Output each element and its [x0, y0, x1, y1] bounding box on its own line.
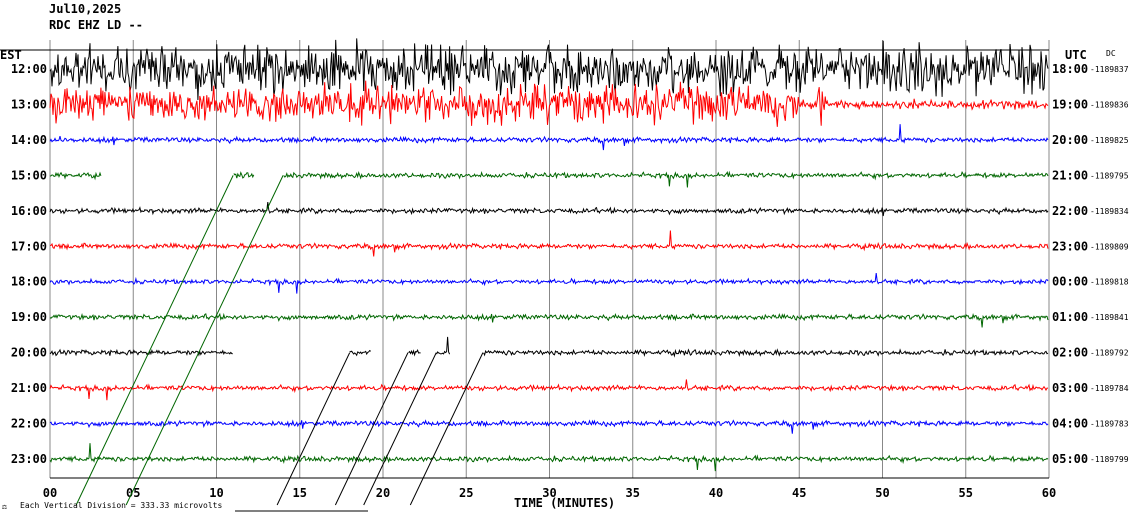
dc-offset-label: -1189799 [1090, 455, 1129, 464]
header-date: Jul10,2025 [49, 2, 122, 16]
utc-hour-label: 22:00 [1052, 204, 1088, 218]
dc-offset-label: -1189841 [1090, 313, 1129, 322]
x-axis-title: TIME (MINUTES) [514, 496, 616, 510]
est-hour-label: 22:00 [11, 417, 47, 431]
gap-connector [75, 175, 234, 506]
trace-2100 [49, 379, 1048, 401]
trace-1800 [49, 273, 1049, 294]
dc-offset-label: -1189834 [1090, 207, 1129, 216]
est-axis-label: EST [0, 48, 22, 62]
est-hour-label: 16:00 [11, 204, 47, 218]
utc-hour-label: 20:00 [1052, 133, 1088, 147]
utc-hour-label: 04:00 [1052, 417, 1088, 431]
trace-group [49, 38, 1049, 472]
gap-connector [334, 352, 409, 506]
x-tick-label: 55 [959, 486, 973, 500]
trace-2300 [49, 443, 1049, 472]
est-hour-label: 13:00 [11, 97, 47, 111]
utc-hour-label: 05:00 [1052, 452, 1088, 466]
x-tick-label: 35 [626, 486, 640, 500]
dc-offset-label: -1189783 [1090, 420, 1129, 429]
trace-1500 [49, 170, 1049, 188]
x-tick-label: 15 [293, 486, 307, 500]
gap-connector [409, 352, 484, 506]
utc-hour-label: 18:00 [1052, 62, 1088, 76]
trace-1300 [49, 80, 1049, 127]
x-tick-label: 05 [126, 486, 140, 500]
trace-1200 [49, 38, 1049, 101]
dc-offset-label: -1189818 [1090, 278, 1129, 287]
gap-connector [363, 352, 437, 506]
trace-2200 [49, 419, 1049, 434]
dc-offset-label: -1189792 [1090, 349, 1129, 358]
x-tick-label: 40 [709, 486, 723, 500]
gap-connector [125, 175, 284, 506]
est-hour-label: 14:00 [11, 133, 47, 147]
est-hour-label: 18:00 [11, 275, 47, 289]
dc-offset-label: -1189837 [1090, 65, 1129, 74]
dc-offset-label: -1189784 [1090, 384, 1129, 393]
trace-1400 [49, 124, 1049, 151]
utc-axis-label: UTC [1065, 48, 1087, 62]
utc-hour-label: 23:00 [1052, 239, 1088, 253]
trace-1700 [49, 230, 1049, 257]
x-tick-label: 20 [376, 486, 390, 500]
x-tick-label: 00 [43, 486, 57, 500]
x-tick-label: 10 [209, 486, 223, 500]
est-hour-label: 23:00 [11, 452, 47, 466]
est-hour-label: 17:00 [11, 239, 47, 253]
dc-offset-label: -1189795 [1090, 171, 1129, 180]
gap-connector [276, 352, 351, 506]
gap-connector-lines [75, 175, 484, 506]
est-hour-label: 20:00 [11, 346, 47, 360]
x-tick-label: 25 [459, 486, 473, 500]
dc-label: DC [1106, 49, 1116, 58]
est-hour-label: 19:00 [11, 310, 47, 324]
utc-hour-label: 19:00 [1052, 97, 1088, 111]
dc-offset-label: -1189809 [1090, 242, 1129, 251]
utc-hour-label: 00:00 [1052, 275, 1088, 289]
utc-hour-label: 01:00 [1052, 310, 1088, 324]
est-hour-label: 15:00 [11, 168, 47, 182]
utc-hour-label: 21:00 [1052, 168, 1088, 182]
x-tick-label: 50 [875, 486, 889, 500]
utc-hour-label: 03:00 [1052, 381, 1088, 395]
x-tick-label: 45 [792, 486, 806, 500]
utc-hour-label: 02:00 [1052, 346, 1088, 360]
trace-2000 [49, 336, 1049, 358]
scale-note: Each Vertical Division = 333.33 microvol… [20, 501, 223, 510]
x-tick-label: 30 [542, 486, 556, 500]
minute-gridlines [0, 40, 1050, 512]
dc-offset-label: -1189825 [1090, 136, 1129, 145]
est-hour-label: 21:00 [11, 381, 47, 395]
est-hour-label: 12:00 [11, 62, 47, 76]
x-tick-label: 60 [1042, 486, 1056, 500]
header-station: RDC EHZ LD -- [49, 18, 143, 32]
corner-mark: ⚖ [2, 502, 7, 511]
dc-offset-label: -1189836 [1090, 100, 1129, 109]
